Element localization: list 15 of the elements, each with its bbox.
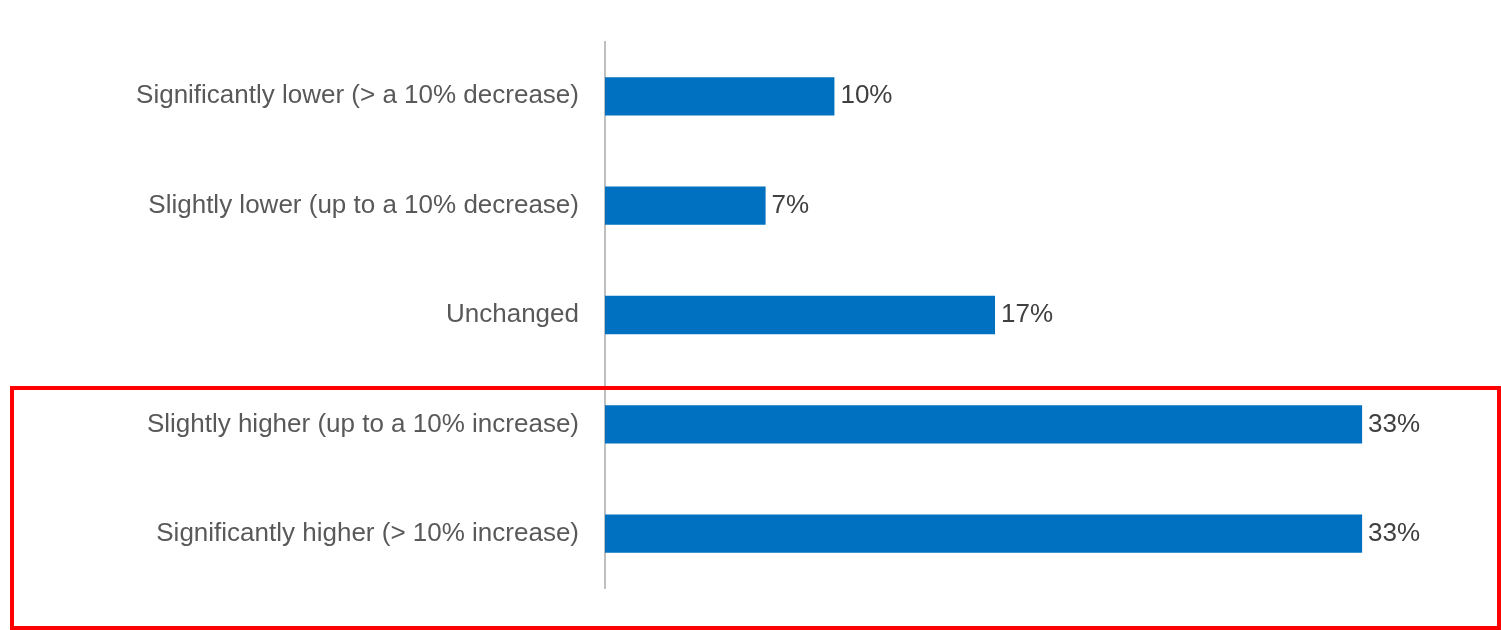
y-tick-label: Slightly higher (up to a 10% increase) — [146, 407, 579, 438]
data-label: 33% — [1368, 516, 1421, 547]
bar — [605, 186, 766, 225]
bar — [605, 77, 835, 116]
data-label: 17% — [1001, 298, 1054, 329]
data-label: 7% — [771, 188, 810, 219]
bar — [605, 514, 1363, 553]
bar — [605, 405, 1363, 444]
y-tick-label: Slightly lower (up to a 10% decrease) — [148, 188, 579, 219]
data-label: 33% — [1368, 407, 1421, 438]
data-label: 10% — [840, 79, 893, 110]
y-tick-label: Significantly lower (> a 10% decrease) — [136, 79, 579, 110]
bar — [605, 295, 996, 335]
y-tick-label: Significantly higher (> 10% increase) — [156, 516, 579, 547]
y-tick-label: Unchanged — [446, 298, 579, 329]
